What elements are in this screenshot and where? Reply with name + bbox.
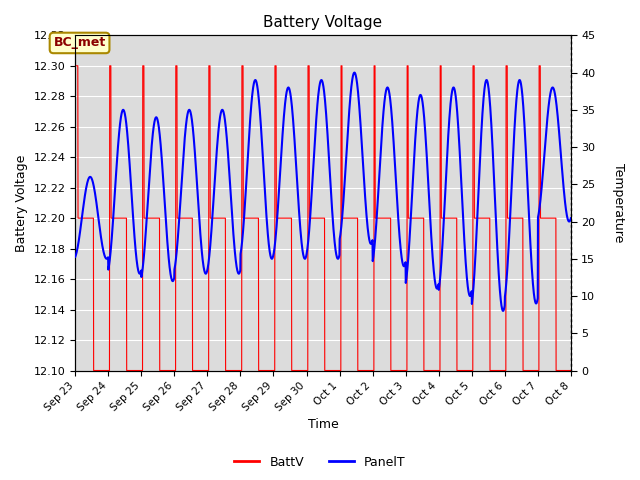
Legend: BattV, PanelT: BattV, PanelT bbox=[229, 451, 411, 474]
Title: Battery Voltage: Battery Voltage bbox=[264, 15, 383, 30]
Y-axis label: Temperature: Temperature bbox=[612, 163, 625, 242]
Y-axis label: Battery Voltage: Battery Voltage bbox=[15, 154, 28, 252]
X-axis label: Time: Time bbox=[308, 419, 339, 432]
Text: BC_met: BC_met bbox=[54, 36, 106, 49]
